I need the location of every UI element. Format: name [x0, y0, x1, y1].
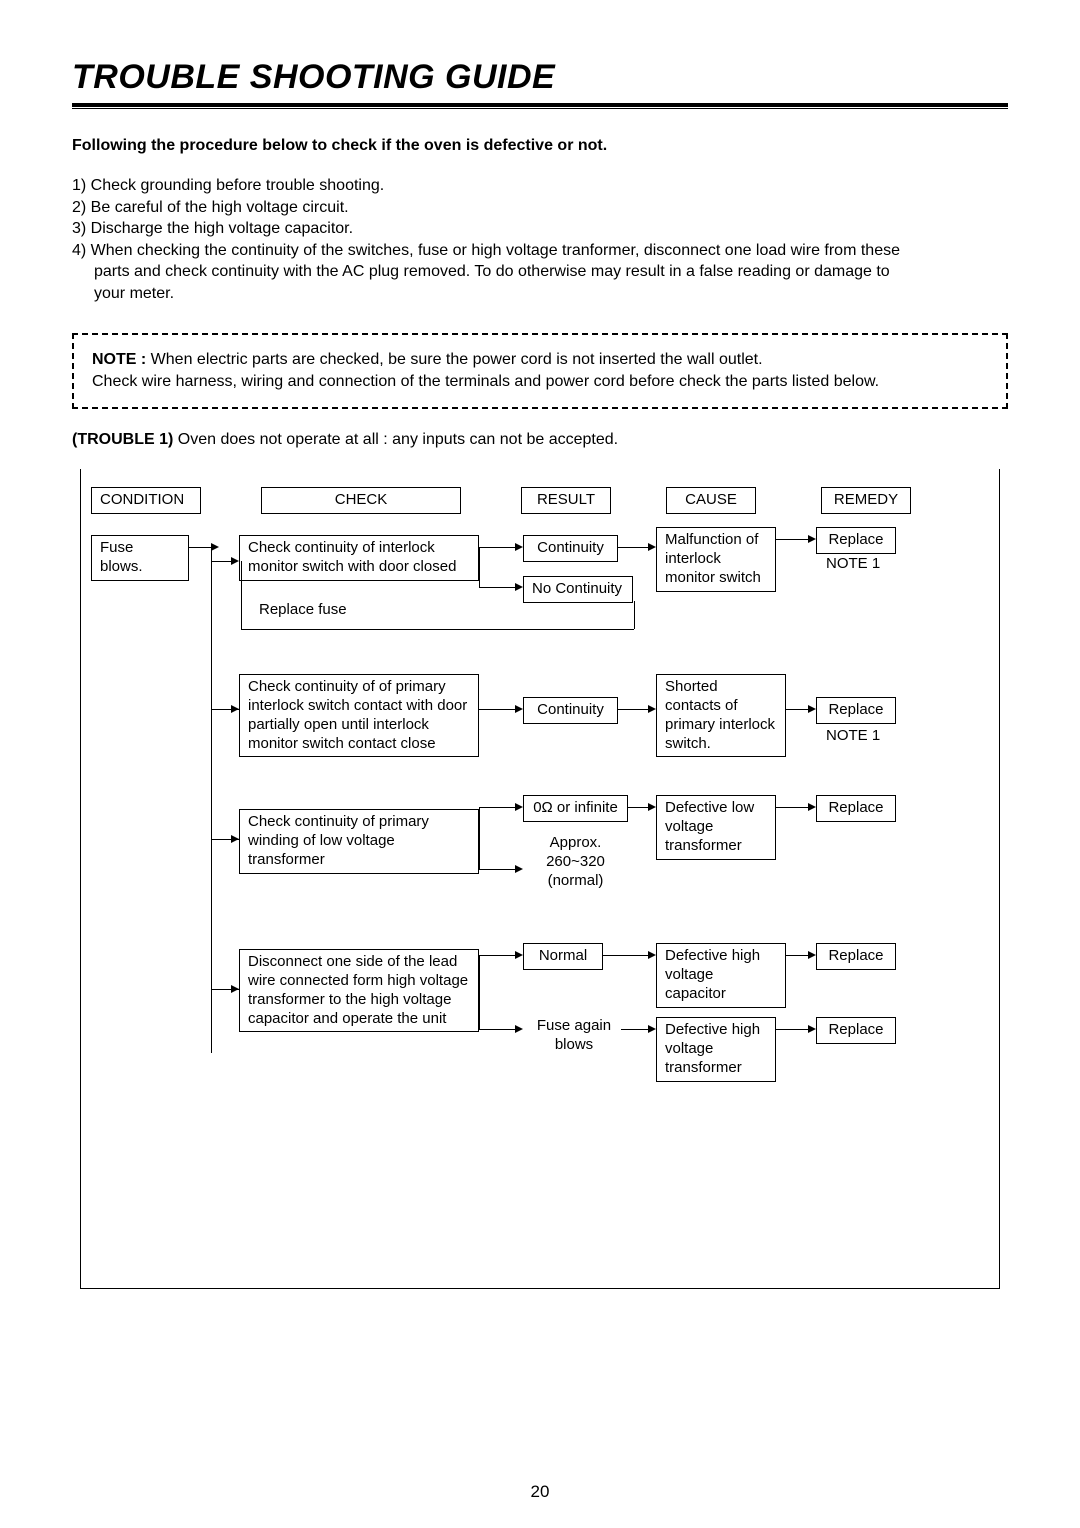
connector	[479, 1029, 515, 1030]
step-2: 2) Be careful of the high voltage circui…	[72, 197, 1008, 219]
connector	[618, 547, 648, 548]
connector	[211, 561, 231, 562]
step-1: 1) Check grounding before trouble shooti…	[72, 175, 1008, 197]
note-line1: NOTE : When electric parts are checked, …	[92, 349, 988, 371]
arrow-icon	[515, 583, 523, 591]
header-remedy: REMEDY	[821, 487, 911, 514]
intro-line: Following the procedure below to check i…	[72, 137, 1008, 155]
step-4b: parts and check continuity with the AC p…	[72, 261, 1008, 283]
cause1-box: Malfunction of interlock monitor switch	[656, 527, 776, 591]
arrow-icon	[515, 951, 523, 959]
step-4c: your meter.	[72, 283, 1008, 305]
connector	[241, 561, 242, 629]
connector	[479, 547, 515, 548]
connector	[621, 1029, 648, 1030]
replace-fuse-text: Replace fuse	[259, 601, 347, 620]
connector	[479, 709, 515, 710]
arrow-icon	[648, 951, 656, 959]
note-line2: Check wire harness, wiring and connectio…	[92, 371, 988, 393]
connector	[776, 539, 808, 540]
header-cause: CAUSE	[666, 487, 756, 514]
connector	[211, 547, 212, 1053]
result-approx: Approx. 260~320 (normal)	[533, 834, 618, 890]
check4-box: Disconnect one side of the lead wire con…	[239, 949, 479, 1032]
arrow-icon	[211, 543, 219, 551]
remedy3-box: Replace	[816, 795, 896, 822]
condition-box: Fuse blows.	[91, 535, 189, 581]
trouble-text: Oven does not operate at all : any input…	[178, 431, 618, 448]
connector	[786, 709, 808, 710]
connector	[634, 601, 635, 629]
connector	[479, 807, 480, 869]
step-4a: 4) When checking the continuity of the s…	[72, 240, 1008, 262]
trouble-line: (TROUBLE 1) Oven does not operate at all…	[72, 431, 1008, 449]
arrow-icon	[231, 557, 239, 565]
connector	[618, 709, 648, 710]
arrow-icon	[648, 543, 656, 551]
result-continuity-2: Continuity	[523, 697, 618, 724]
note-box: NOTE : When electric parts are checked, …	[72, 333, 1008, 410]
result-normal: Normal	[523, 943, 603, 970]
note-label: NOTE :	[92, 351, 151, 368]
connector	[479, 869, 515, 870]
check1-box: Check continuity of interlock monitor sw…	[239, 535, 479, 581]
arrow-icon	[515, 543, 523, 551]
remedy5-box: Replace	[816, 1017, 896, 1044]
arrow-icon	[515, 1025, 523, 1033]
arrow-icon	[808, 803, 816, 811]
trouble-label: (TROUBLE 1)	[72, 431, 178, 448]
connector	[479, 807, 515, 808]
check2-box: Check continuity of of primary interlock…	[239, 674, 479, 757]
connector	[776, 1029, 808, 1030]
connector	[479, 587, 515, 588]
arrow-icon	[808, 535, 816, 543]
arrow-icon	[808, 1025, 816, 1033]
page-root: TROUBLE SHOOTING GUIDE Following the pro…	[0, 0, 1080, 1528]
arrow-icon	[648, 705, 656, 713]
connector	[786, 955, 808, 956]
connector	[603, 955, 648, 956]
steps-block: 1) Check grounding before trouble shooti…	[72, 175, 1008, 305]
arrow-icon	[231, 705, 239, 713]
step-3: 3) Discharge the high voltage capacitor.	[72, 218, 1008, 240]
page-number: 20	[531, 1482, 550, 1502]
connector	[776, 807, 808, 808]
remedy2-box: Replace	[816, 697, 896, 724]
note-text1: When electric parts are checked, be sure…	[151, 351, 763, 368]
connector	[479, 547, 480, 587]
arrow-icon	[515, 705, 523, 713]
title-rule	[72, 103, 1008, 109]
remedy2-note: NOTE 1	[826, 727, 880, 746]
remedy1-box: Replace	[816, 527, 896, 554]
result-continuity-1: Continuity	[523, 535, 618, 562]
connector	[479, 955, 480, 1029]
connector	[479, 955, 515, 956]
remedy4-box: Replace	[816, 943, 896, 970]
arrow-icon	[648, 1025, 656, 1033]
cause5-box: Defective high voltage transformer	[656, 1017, 776, 1081]
arrow-icon	[515, 803, 523, 811]
result-zeroinf: 0Ω or infinite	[523, 795, 628, 822]
header-condition: CONDITION	[91, 487, 201, 514]
header-result: RESULT	[521, 487, 611, 514]
header-check: CHECK	[261, 487, 461, 514]
flow-diagram: CONDITION CHECK RESULT CAUSE REMEDY Fuse…	[80, 469, 1000, 1289]
page-title: TROUBLE SHOOTING GUIDE	[72, 58, 1008, 97]
connector	[241, 629, 634, 630]
arrow-icon	[808, 705, 816, 713]
arrow-icon	[231, 985, 239, 993]
remedy1-note: NOTE 1	[826, 555, 880, 574]
cause3-box: Defective low voltage transformer	[656, 795, 776, 859]
arrow-icon	[515, 865, 523, 873]
check3-box: Check continuity of primary winding of l…	[239, 809, 479, 873]
cause2-box: Shorted contacts of primary interlock sw…	[656, 674, 786, 757]
result-nocontinuity: No Continuity	[523, 576, 633, 603]
cause4-box: Defective high voltage capacitor	[656, 943, 786, 1007]
arrow-icon	[648, 803, 656, 811]
result-fuseagain: Fuse again blows	[529, 1017, 619, 1055]
connector	[628, 807, 648, 808]
arrow-icon	[808, 951, 816, 959]
arrow-icon	[231, 835, 239, 843]
connector	[189, 547, 211, 548]
